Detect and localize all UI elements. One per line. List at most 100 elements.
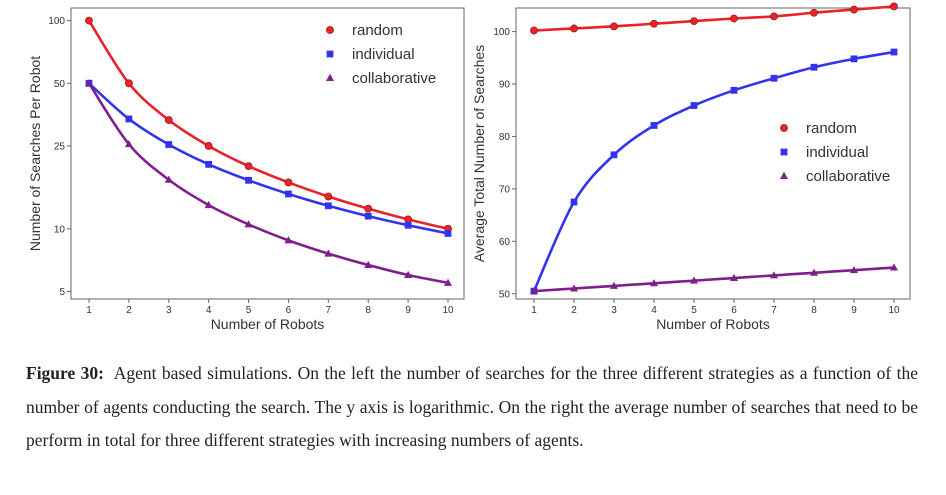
- x-tick-label: 1: [86, 305, 92, 316]
- x-tick-label: 7: [771, 305, 777, 316]
- x-tick-label: 6: [286, 305, 292, 316]
- data-point-individual: [205, 160, 213, 168]
- data-point-random: [730, 14, 738, 23]
- x-axis-title: Number of Robots: [211, 316, 325, 332]
- data-point-collaborative: [770, 271, 778, 279]
- x-tick-label: 10: [888, 305, 900, 316]
- data-point-collaborative: [810, 268, 818, 276]
- data-point-collaborative: [284, 236, 293, 244]
- data-point-random: [244, 162, 253, 171]
- y-axis-title: Average Total Number of Searches: [471, 45, 487, 262]
- x-axis-title: Number of Robots: [656, 316, 770, 332]
- series-line-individual: [532, 50, 895, 292]
- x-tick-label: 6: [731, 305, 737, 316]
- data-point-individual: [125, 115, 133, 123]
- legend-marker-individual: [780, 148, 788, 156]
- data-point-collaborative: [85, 79, 93, 87]
- y-tick-label: 90: [499, 80, 511, 91]
- y-tick-label: 70: [499, 184, 511, 195]
- data-point-individual: [444, 230, 452, 237]
- data-point-collaborative: [444, 278, 452, 286]
- series-line-collaborative: [533, 266, 895, 293]
- data-point-individual: [890, 48, 898, 56]
- data-point-random: [164, 116, 173, 124]
- data-point-individual: [810, 63, 818, 71]
- data-point-individual: [850, 55, 858, 63]
- y-axis-title: Number of Searches Per Robot: [27, 56, 43, 251]
- data-point-random: [650, 19, 658, 28]
- data-point-collaborative: [404, 270, 413, 278]
- x-tick-label: 8: [811, 305, 817, 316]
- data-point-individual: [285, 190, 292, 198]
- legend-label-individual: individual: [806, 144, 869, 161]
- y-tick-label: 100: [493, 27, 510, 38]
- data-point-collaborative: [610, 281, 618, 289]
- data-point-random: [570, 24, 578, 33]
- data-point-random: [690, 17, 698, 26]
- data-point-individual: [364, 212, 372, 220]
- data-point-collaborative: [890, 263, 898, 271]
- x-tick-label: 2: [571, 305, 577, 316]
- legend-label-collaborative: collaborative: [806, 168, 890, 185]
- data-point-random: [530, 26, 538, 35]
- series-line-random: [533, 5, 895, 32]
- y-tick-label: 100: [48, 16, 65, 27]
- data-point-collaborative: [124, 139, 133, 148]
- data-point-collaborative: [364, 260, 373, 269]
- data-point-collaborative: [850, 265, 858, 274]
- x-tick-label: 10: [442, 305, 454, 316]
- series-line-random: [87, 19, 449, 231]
- x-tick-label: 4: [651, 305, 657, 316]
- right-chart: 1 2 3 4 5 6 7 8 9 10 50 60 70 80 90 100 Number of Robots…: [471, 2, 911, 332]
- data-point-random: [324, 192, 333, 201]
- y-tick-label: 25: [54, 141, 66, 152]
- x-tick-label: 7: [326, 305, 332, 316]
- y-tick-label: 80: [499, 132, 511, 143]
- data-point-random: [770, 12, 778, 21]
- data-point-collaborative: [204, 200, 213, 209]
- series-line-individual: [88, 82, 449, 235]
- figure-caption: Figure 30: Agent based simulations. On t…: [26, 357, 918, 458]
- legend-marker-random: [780, 124, 788, 132]
- y-tick-label: 5: [59, 287, 65, 298]
- data-point-individual: [570, 198, 578, 206]
- x-tick-label: 2: [126, 305, 132, 316]
- x-tick-label: 3: [611, 305, 617, 316]
- data-point-random: [890, 2, 898, 11]
- legend-marker-collaborative: [780, 171, 788, 179]
- data-point-individual: [245, 176, 252, 184]
- data-point-individual: [324, 202, 332, 210]
- data-point-individual: [650, 122, 658, 129]
- data-point-individual: [730, 86, 738, 94]
- x-tick-label: 5: [691, 305, 697, 316]
- legend-marker-random: [326, 26, 334, 34]
- data-point-random: [364, 204, 373, 213]
- data-point-random: [85, 16, 93, 25]
- data-point-collaborative: [570, 284, 578, 292]
- data-point-random: [204, 142, 213, 150]
- y-tick-label: 60: [499, 237, 511, 248]
- data-point-random: [284, 178, 293, 187]
- data-point-individual: [690, 102, 698, 109]
- legend-label-collaborative: collaborative: [352, 70, 436, 87]
- data-point-random: [124, 79, 133, 88]
- data-point-collaborative: [530, 286, 538, 295]
- data-point-collaborative: [324, 249, 333, 257]
- legend-label-individual: individual: [352, 46, 415, 63]
- data-point-collaborative: [650, 279, 658, 287]
- y-tick-label: 10: [54, 224, 66, 235]
- y-tick-label: 50: [499, 289, 511, 300]
- x-tick-label: 9: [405, 305, 411, 316]
- x-tick-label: 8: [365, 305, 371, 316]
- data-point-individual: [404, 221, 412, 229]
- x-tick-label: 1: [531, 305, 537, 316]
- x-tick-label: 5: [246, 305, 252, 316]
- caption-label: Figure 30:: [26, 363, 104, 383]
- legend-label-random: random: [352, 22, 403, 39]
- left-chart: 1 2 3 4 5 6 7 8 9 10 5 10 25 50 100 Number of Robots Num…: [27, 7, 465, 332]
- data-point-collaborative: [244, 220, 253, 228]
- x-tick-label: 4: [206, 305, 212, 316]
- x-tick-label: 3: [166, 305, 172, 316]
- data-point-random: [850, 5, 858, 14]
